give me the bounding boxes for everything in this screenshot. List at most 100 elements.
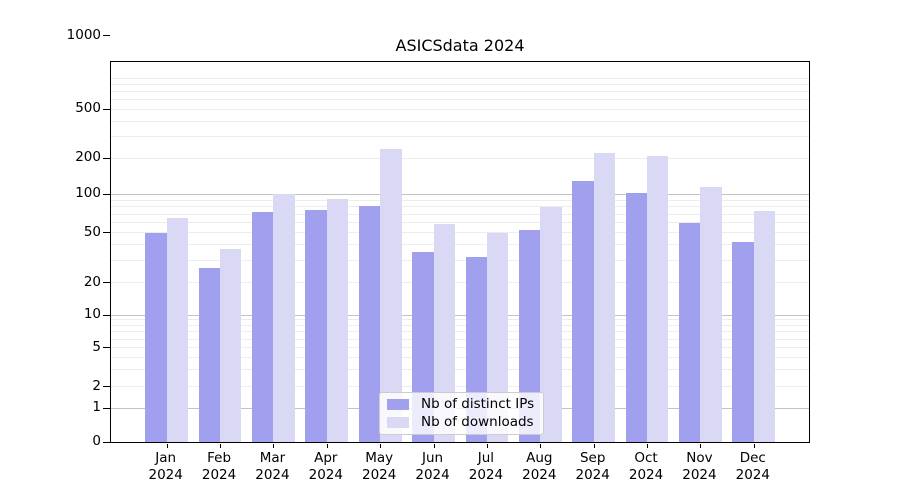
minor-gridline xyxy=(111,77,809,79)
x-tick-month: Nov xyxy=(686,450,713,466)
minor-gridline xyxy=(111,325,809,326)
x-tick-year: 2024 xyxy=(255,467,290,483)
x-tick-mark xyxy=(540,444,542,448)
legend-entry: Nb of distinct IPs xyxy=(380,397,543,413)
minor-gridline xyxy=(111,368,809,370)
major-gridline xyxy=(111,193,809,195)
minor-gridline xyxy=(111,282,809,284)
y-tick-mark xyxy=(103,193,110,195)
bar-distinct-ips xyxy=(625,192,648,442)
x-tick-year: 2024 xyxy=(522,467,557,483)
x-tick-year: 2024 xyxy=(362,467,397,483)
y-tick-mark xyxy=(103,157,110,159)
bar-downloads xyxy=(593,152,616,442)
y-tick-label: 0 xyxy=(92,433,101,449)
x-tick-mark xyxy=(380,444,382,448)
y-tick-mark xyxy=(103,441,110,443)
x-tick-mark xyxy=(486,444,488,448)
x-tick-label: May 2024 xyxy=(347,450,411,484)
x-tick-label: Dec 2024 xyxy=(721,450,785,484)
minor-gridline xyxy=(111,244,809,246)
x-tick-mark xyxy=(220,444,222,448)
x-tick-label: Jun 2024 xyxy=(401,450,465,484)
minor-gridline xyxy=(111,319,809,321)
y-tick-label: 10 xyxy=(83,306,101,322)
x-tick-mark xyxy=(593,444,595,448)
y-tick-label: 5 xyxy=(92,338,101,355)
y-tick-label: 50 xyxy=(83,223,101,240)
y-tick-mark xyxy=(103,35,110,37)
bar-downloads xyxy=(273,194,295,442)
legend-swatch xyxy=(387,416,409,428)
x-tick-year: 2024 xyxy=(201,467,237,483)
x-tick-year: 2024 xyxy=(735,467,770,483)
x-tick-label: Feb 2024 xyxy=(187,450,251,484)
legend-label: Nb of distinct IPs xyxy=(421,396,535,413)
minor-gridline xyxy=(111,331,809,333)
plot-canvas xyxy=(111,62,809,442)
minor-gridline xyxy=(111,199,809,201)
x-tick-label: Nov 2024 xyxy=(667,450,731,484)
y-tick-mark xyxy=(103,232,110,234)
bar-distinct-ips xyxy=(572,180,594,442)
x-tick-mark xyxy=(700,444,702,448)
x-tick-month: Apr xyxy=(314,450,338,466)
x-tick-year: 2024 xyxy=(415,467,450,483)
minor-gridline xyxy=(111,136,809,138)
y-tick-label: 500 xyxy=(75,100,101,117)
y-tick-mark xyxy=(103,347,110,349)
y-tick-label: 100 xyxy=(75,185,101,202)
bar-distinct-ips xyxy=(252,212,274,442)
x-tick-label: Apr 2024 xyxy=(294,450,358,484)
x-tick-mark xyxy=(166,444,168,448)
minor-gridline xyxy=(111,259,809,261)
minor-gridline xyxy=(111,157,809,159)
x-tick-month: Jan xyxy=(155,450,177,466)
chart-title: ASICSdata 2024 xyxy=(395,36,525,55)
minor-gridline xyxy=(111,356,809,358)
x-tick-mark xyxy=(326,444,328,448)
x-tick-label: Jul 2024 xyxy=(454,450,518,484)
bar-distinct-ips xyxy=(198,268,221,442)
bar-distinct-ips xyxy=(145,232,167,442)
bar-distinct-ips xyxy=(358,205,381,442)
x-tick-year: 2024 xyxy=(308,467,343,483)
y-tick-mark xyxy=(103,108,110,110)
minor-gridline xyxy=(111,222,809,224)
minor-gridline xyxy=(111,99,809,101)
bar-distinct-ips xyxy=(732,242,754,442)
x-tick-mark xyxy=(647,444,649,448)
x-tick-month: Sep xyxy=(579,450,606,466)
x-tick-month: Oct xyxy=(634,450,658,466)
bar-distinct-ips xyxy=(518,230,541,442)
minor-gridline xyxy=(111,232,809,234)
y-tick-mark xyxy=(103,282,110,284)
y-tick-mark xyxy=(103,314,110,316)
bar-distinct-ips xyxy=(679,222,701,442)
bar-downloads xyxy=(220,249,242,442)
x-tick-mark xyxy=(433,444,435,448)
legend: Nb of distinct IPs Nb of downloads xyxy=(379,392,544,435)
x-tick-label: Aug 2024 xyxy=(507,450,571,484)
x-tick-month: Mar xyxy=(259,450,286,466)
y-tick-label: 20 xyxy=(83,273,101,290)
bar-downloads xyxy=(433,224,455,442)
x-tick-year: 2024 xyxy=(575,467,610,483)
x-tick-month: Jun xyxy=(422,450,444,466)
x-tick-month: Feb xyxy=(207,450,232,466)
x-tick-year: 2024 xyxy=(148,467,183,483)
y-tick-label: 200 xyxy=(75,149,101,166)
bar-downloads xyxy=(486,232,509,442)
plot-area xyxy=(103,35,810,448)
minor-gridline xyxy=(111,338,809,340)
legend-entry: Nb of downloads xyxy=(380,414,543,430)
minor-gridline xyxy=(111,347,809,349)
x-tick-label: Jan 2024 xyxy=(134,450,198,484)
x-tick-label: Mar 2024 xyxy=(240,450,304,484)
bar-downloads xyxy=(540,206,562,442)
minor-gridline xyxy=(111,206,809,208)
minor-gridline xyxy=(111,108,809,110)
x-tick-mark xyxy=(273,444,275,448)
x-tick-label: Oct 2024 xyxy=(614,450,678,484)
